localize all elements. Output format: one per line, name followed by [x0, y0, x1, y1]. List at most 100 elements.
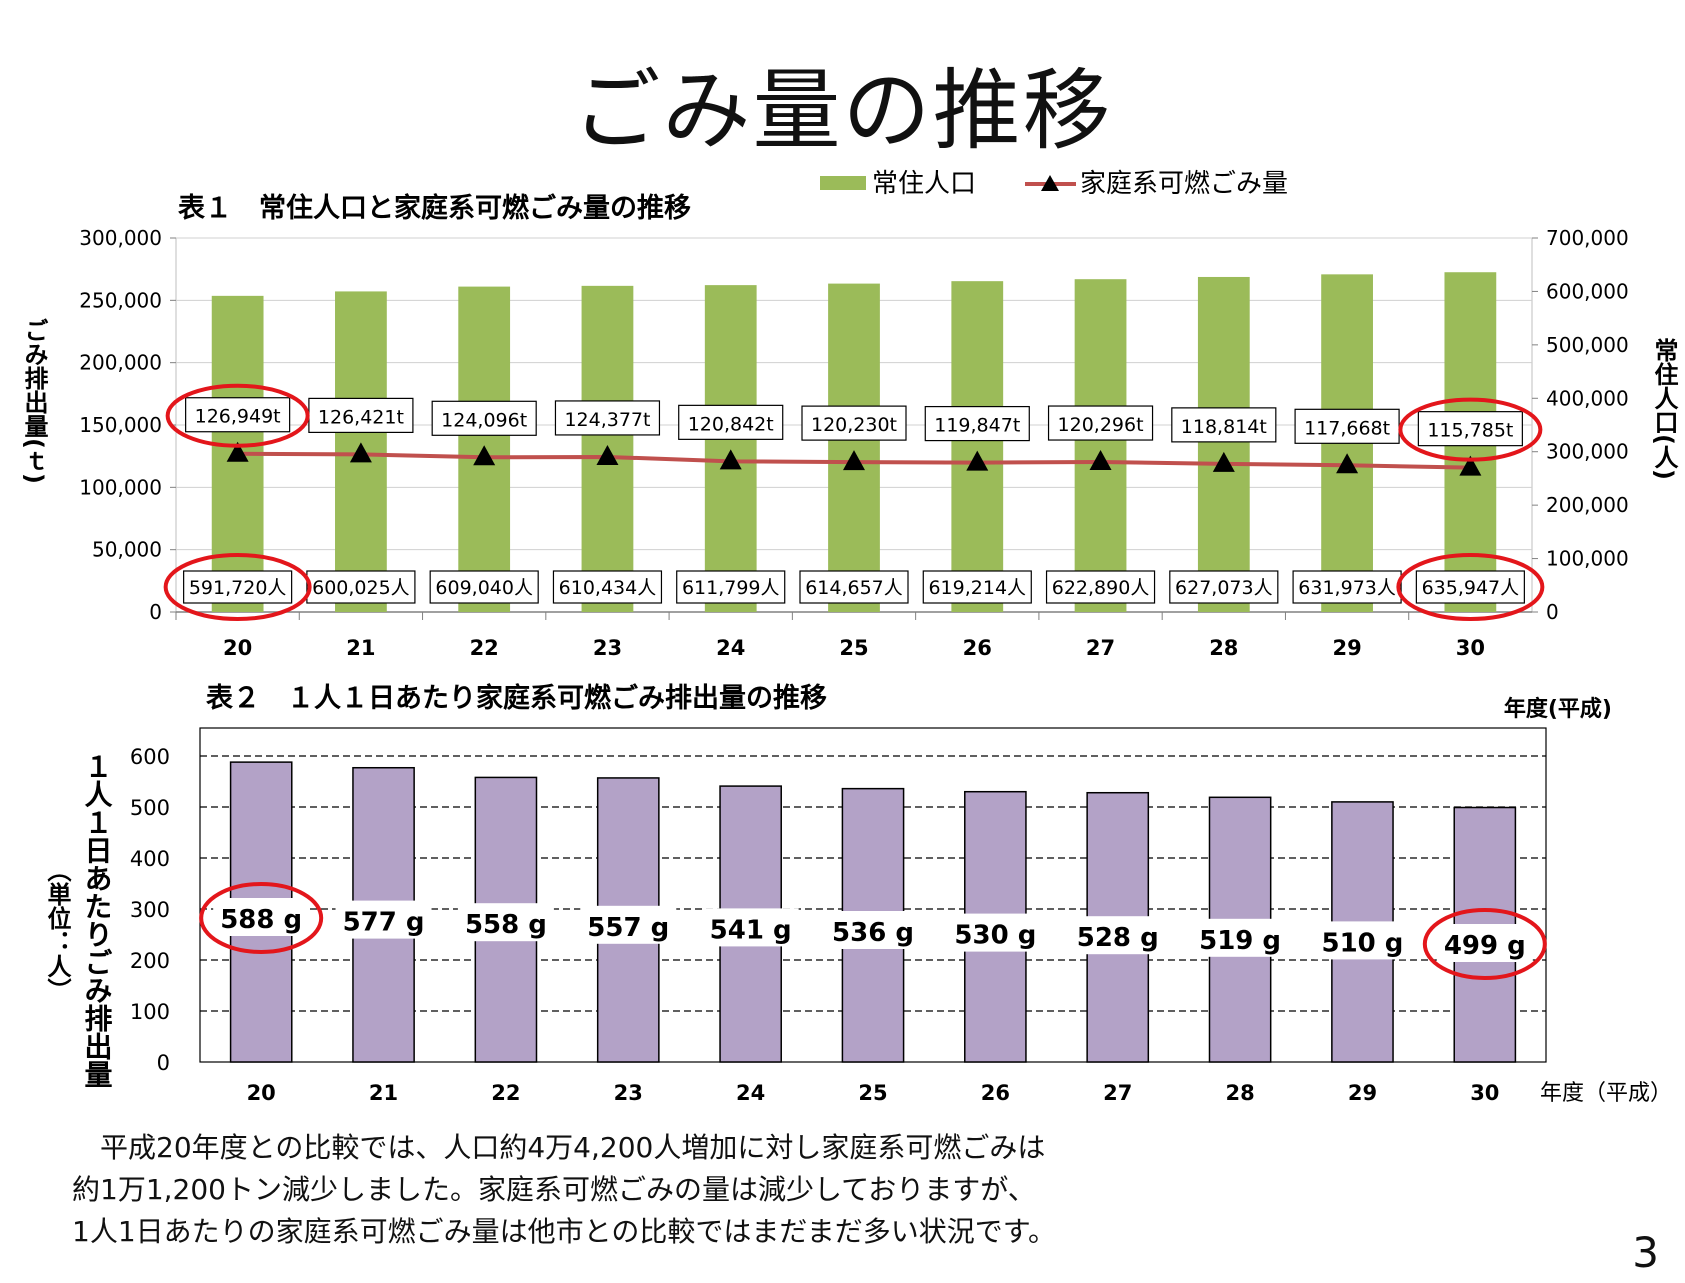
chart1-left-tick-label: 250,000: [79, 288, 162, 312]
chart2-x-tick-label: 23: [614, 1081, 643, 1105]
population-data-label: 609,040人: [435, 577, 533, 599]
chart2-y-tick-label: 100: [130, 1000, 170, 1024]
chart1-x-tick-label: 24: [716, 636, 745, 660]
chart2-title: 表２ １人１日あたり家庭系可燃ごみ排出量の推移: [206, 682, 827, 714]
chart1-left-tick-label: 200,000: [79, 351, 162, 375]
chart-2: 表２ １人１日あたり家庭系可燃ごみ排出量の推移 年度(平成) 0 100 200 300 4…: [43, 682, 1672, 1106]
population-data-label-box: [552, 570, 663, 604]
chart1-x-tick-label: 30: [1456, 636, 1485, 660]
waste-marker: [596, 444, 619, 465]
waste-marker: [1212, 451, 1235, 472]
waste-marker: [473, 445, 496, 466]
chart1-x-tick-label: 22: [470, 636, 499, 660]
waste-data-label-box: [1171, 407, 1277, 443]
population-data-label: 610,434人: [559, 577, 657, 599]
population-bar: [704, 285, 757, 612]
chart2-x-tick-label: 29: [1348, 1081, 1377, 1105]
page-title: ごみ量の推移: [572, 59, 1113, 162]
waste-data-label: 119,847t: [934, 415, 1020, 437]
chart2-x-tick-label: 25: [858, 1081, 887, 1105]
legend-label-waste: 家庭系可燃ごみ量: [1080, 169, 1288, 199]
per-capita-label-bg: [947, 913, 1044, 952]
chart1-right-axis-title: 常住人口(人): [1650, 338, 1678, 480]
chart1-right-tick-label: 300,000: [1546, 440, 1629, 464]
chart2-y-tick-label: 0: [157, 1051, 170, 1075]
population-data-label: 619,214人: [928, 577, 1026, 599]
caption-line-1: 平成20年度との比較では、人口約4万4,200人増加に対し家庭系可燃ごみは: [72, 1131, 1046, 1164]
chart1-right-tick-label: 500,000: [1546, 333, 1629, 357]
waste-data-label-box: [1047, 405, 1154, 441]
waste-data-label: 118,814t: [1181, 416, 1267, 438]
waste-data-label-box: [1294, 408, 1400, 444]
per-capita-data-label: 530 g: [954, 921, 1036, 951]
waste-data-label: 120,230t: [811, 414, 897, 436]
population-data-label: 622,890人: [1052, 577, 1150, 599]
population-data-label: 600,025人: [312, 577, 410, 599]
chart1-left-tick-label: 150,000: [79, 413, 162, 437]
per-capita-label-bg: [213, 898, 310, 936]
chart1-left-axis-title: ごみ排出量(ｔ): [20, 318, 48, 484]
population-data-label-box: [799, 570, 909, 604]
chart1-right-tick-label: 200,000: [1546, 493, 1629, 517]
waste-data-label-box: [801, 405, 907, 441]
chart1-x-tick-label: 21: [346, 636, 375, 660]
waste-data-label: 115,785t: [1427, 420, 1513, 442]
population-data-label-box: [429, 570, 539, 604]
per-capita-data-label: 557 g: [587, 913, 669, 943]
per-capita-label-bg: [457, 903, 554, 942]
highlight-ellipse: [163, 553, 312, 621]
per-capita-data-label: 528 g: [1077, 923, 1159, 953]
waste-marker: [349, 442, 372, 463]
chart1-x-tick-label: 27: [1086, 636, 1115, 660]
chart2-y-tick-label: 200: [130, 949, 170, 973]
per-capita-label-bg: [1436, 924, 1533, 962]
population-data-label-box: [1292, 570, 1402, 604]
waste-marker: [226, 441, 249, 462]
chart2-x-tick-label: 21: [369, 1081, 398, 1105]
waste-data-label: 120,296t: [1058, 414, 1144, 436]
page-number: 3: [1632, 1228, 1659, 1277]
chart1-x-axis-title: 年度(平成): [1504, 696, 1612, 722]
highlight-ellipse: [1422, 908, 1547, 980]
chart2-y-tick-label: 300: [130, 898, 170, 922]
chart2-x-tick-label: 20: [247, 1081, 276, 1105]
chart2-x-tick-label: 30: [1470, 1081, 1499, 1105]
population-data-label: 614,657人: [805, 577, 903, 599]
highlight-ellipse: [1396, 553, 1545, 621]
waste-data-label: 126,421t: [318, 406, 404, 428]
chart1-left-tick-label: 300,000: [79, 226, 162, 250]
chart1-right-tick-label: 400,000: [1546, 386, 1629, 410]
chart2-y-tick-label: 400: [130, 847, 170, 871]
per-capita-label-bg: [1192, 918, 1289, 957]
per-capita-label-bg: [1069, 916, 1166, 955]
per-capita-label-bg: [825, 911, 921, 949]
waste-marker: [719, 449, 742, 470]
waste-data-label: 124,096t: [441, 409, 527, 431]
population-data-label-box: [183, 570, 293, 604]
waste-data-label-box: [308, 397, 414, 433]
highlight-ellipse: [165, 383, 310, 448]
chart2-x-tick-label: 26: [981, 1081, 1010, 1105]
population-data-label-box: [1045, 570, 1156, 604]
caption-line-2: 約1万1,200トン減少しました。家庭系可燃ごみの量は減少しておりますが、: [72, 1173, 1036, 1206]
chart1-x-tick-label: 23: [593, 636, 622, 660]
waste-data-label-box: [431, 400, 537, 436]
legend-marker-waste: [1041, 175, 1059, 191]
chart2-x-tick-label: 28: [1225, 1081, 1254, 1105]
chart1-left-tick-label: 0: [149, 600, 162, 624]
waste-data-label-box: [554, 400, 661, 436]
chart2-y-axis-title: １人１日あたりごみ排出量: [81, 752, 114, 1088]
chart1-left-tick-label: 50,000: [92, 538, 162, 562]
population-bar: [1197, 276, 1250, 612]
highlight-ellipse: [199, 882, 324, 954]
population-data-label: 631,973人: [1298, 577, 1396, 599]
caption-line-3: 1人1日あたりの家庭系可燃ごみ量は他市との比較ではまだまだ多い状況です。: [72, 1215, 1056, 1248]
highlight-ellipse: [1398, 397, 1543, 462]
waste-marker: [1459, 455, 1482, 476]
waste-data-label: 117,668t: [1304, 417, 1390, 439]
per-capita-data-label: 588 g: [220, 905, 302, 935]
per-capita-data-label: 499 g: [1444, 931, 1526, 961]
waste-data-label-box: [678, 404, 784, 440]
chart2-x-tick-label: 27: [1103, 1081, 1132, 1105]
chart1-x-tick-label: 20: [223, 636, 252, 660]
